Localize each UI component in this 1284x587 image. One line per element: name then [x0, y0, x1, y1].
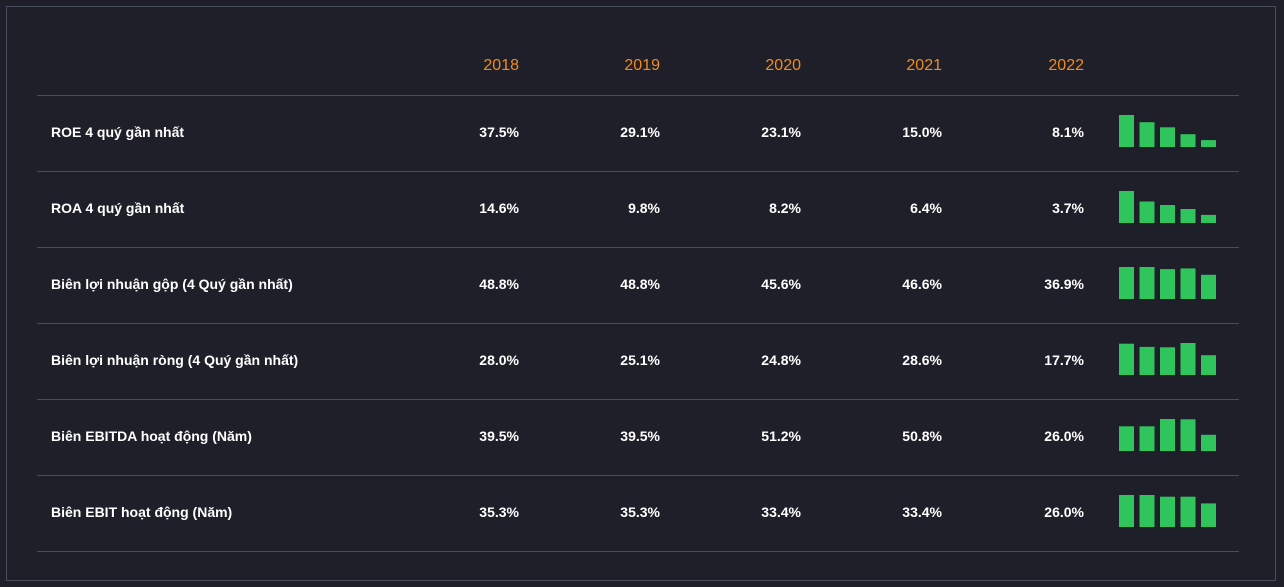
sparkline-bar-2022 — [1201, 434, 1216, 452]
row-value: 24.8% — [761, 352, 801, 368]
sparkline-bar-2019 — [1139, 495, 1155, 527]
row-value: 25.1% — [620, 352, 660, 368]
row-label: ROE 4 quý gần nhất — [51, 124, 185, 140]
sparkline-bar-chart — [1119, 267, 1216, 299]
row-value: 33.4% — [761, 504, 801, 520]
row-value: 6.4% — [910, 200, 942, 216]
row-label: Biên EBIT hoạt động (Năm) — [51, 504, 233, 520]
sparkline-bar-2022 — [1201, 503, 1216, 527]
sparkline-bar-2019 — [1139, 201, 1155, 223]
row-value: 39.5% — [620, 428, 660, 444]
sparkline-bar-chart — [1119, 419, 1216, 452]
table-row: Biên EBITDA hoạt động (Năm) 39.5% 39.5% … — [37, 400, 1239, 476]
row-value: 35.3% — [479, 504, 519, 520]
row-value: 35.3% — [620, 504, 660, 520]
table-row: ROE 4 quý gần nhất 37.5% 29.1% 23.1% 15.… — [37, 96, 1239, 172]
sparkline-bar-2021 — [1180, 209, 1196, 223]
row-value: 17.7% — [1044, 352, 1084, 368]
row-value: 48.8% — [620, 276, 660, 292]
sparkline-bar-2018 — [1119, 267, 1134, 299]
sparkline-bar-2021 — [1180, 268, 1196, 299]
row-label: Biên lợi nhuận ròng (4 Quý gần nhất) — [51, 352, 299, 368]
year-header-2018: 2018 — [483, 57, 519, 74]
sparkline-bar-2018 — [1119, 426, 1134, 451]
row-value: 46.6% — [902, 276, 942, 292]
row-value: 45.6% — [761, 276, 801, 292]
table-row: Biên lợi nhuận ròng (4 Quý gần nhất) 28.… — [37, 324, 1239, 400]
row-value: 23.1% — [761, 124, 801, 140]
sparkline-bar-chart — [1119, 115, 1216, 147]
year-header-2021: 2021 — [906, 57, 942, 74]
sparkline-bar-2018 — [1119, 191, 1134, 223]
sparkline-bar-2021 — [1180, 343, 1196, 375]
sparkline-bar-2018 — [1119, 343, 1134, 375]
ratios-panel: 2018 2019 2020 2021 2022 ROE 4 quý gần n… — [6, 6, 1276, 581]
sparkline-bar-2020 — [1160, 205, 1175, 223]
row-value: 50.8% — [902, 428, 942, 444]
sparkline-bar-chart — [1119, 343, 1216, 375]
sparkline-bar-2019 — [1139, 426, 1155, 451]
row-label: Biên EBITDA hoạt động (Năm) — [51, 428, 252, 444]
row-value: 48.8% — [479, 276, 519, 292]
sparkline-bar-2022 — [1201, 140, 1216, 147]
row-value: 28.0% — [479, 352, 519, 368]
sparkline-bar-2021 — [1180, 134, 1196, 147]
row-value: 36.9% — [1044, 276, 1084, 292]
sparkline-bar-2020 — [1160, 347, 1175, 375]
sparkline-bar-2021 — [1180, 496, 1196, 527]
row-value: 26.0% — [1044, 428, 1084, 444]
sparkline-bar-2020 — [1160, 419, 1175, 451]
sparkline-bar-chart — [1119, 191, 1216, 223]
row-value: 8.1% — [1052, 124, 1084, 140]
year-header-2020: 2020 — [765, 57, 801, 74]
table-row: ROA 4 quý gần nhất 14.6% 9.8% 8.2% 6.4% … — [37, 172, 1239, 248]
year-header-row: 2018 2019 2020 2021 2022 — [37, 49, 1239, 96]
table-row: Biên lợi nhuận gộp (4 Quý gần nhất) 48.8… — [37, 248, 1239, 324]
row-value: 15.0% — [902, 124, 942, 140]
year-header-2019: 2019 — [624, 57, 660, 74]
sparkline-bar-2018 — [1119, 495, 1134, 527]
sparkline-bar-2021 — [1180, 419, 1196, 451]
row-value: 14.6% — [479, 200, 519, 216]
sparkline-bar-chart — [1119, 495, 1216, 527]
row-label: Biên lợi nhuận gộp (4 Quý gần nhất) — [51, 276, 293, 292]
sparkline-bar-2020 — [1160, 269, 1175, 299]
row-value: 51.2% — [761, 428, 801, 444]
table-row: Biên EBIT hoạt động (Năm) 35.3% 35.3% 33… — [37, 476, 1239, 552]
sparkline-bar-2018 — [1119, 115, 1134, 147]
row-label: ROA 4 quý gần nhất — [51, 200, 185, 216]
row-value: 26.0% — [1044, 504, 1084, 520]
sparkline-bar-2019 — [1139, 346, 1155, 375]
row-value: 39.5% — [479, 428, 519, 444]
row-value: 37.5% — [479, 124, 519, 140]
year-header-2022: 2022 — [1048, 57, 1084, 74]
row-value: 28.6% — [902, 352, 942, 368]
sparkline-bar-2019 — [1139, 267, 1155, 299]
row-value: 9.8% — [628, 200, 660, 216]
row-value: 29.1% — [620, 124, 660, 140]
sparkline-bar-2022 — [1201, 214, 1216, 223]
financial-ratios-table: 2018 2019 2020 2021 2022 ROE 4 quý gần n… — [37, 49, 1239, 552]
row-value: 3.7% — [1052, 200, 1084, 216]
sparkline-bar-2019 — [1139, 122, 1155, 147]
sparkline-bar-2020 — [1160, 127, 1175, 147]
sparkline-bar-2022 — [1201, 274, 1216, 299]
sparkline-bar-2020 — [1160, 496, 1175, 527]
sparkline-bar-2022 — [1201, 355, 1216, 375]
row-value: 33.4% — [902, 504, 942, 520]
row-value: 8.2% — [769, 200, 801, 216]
